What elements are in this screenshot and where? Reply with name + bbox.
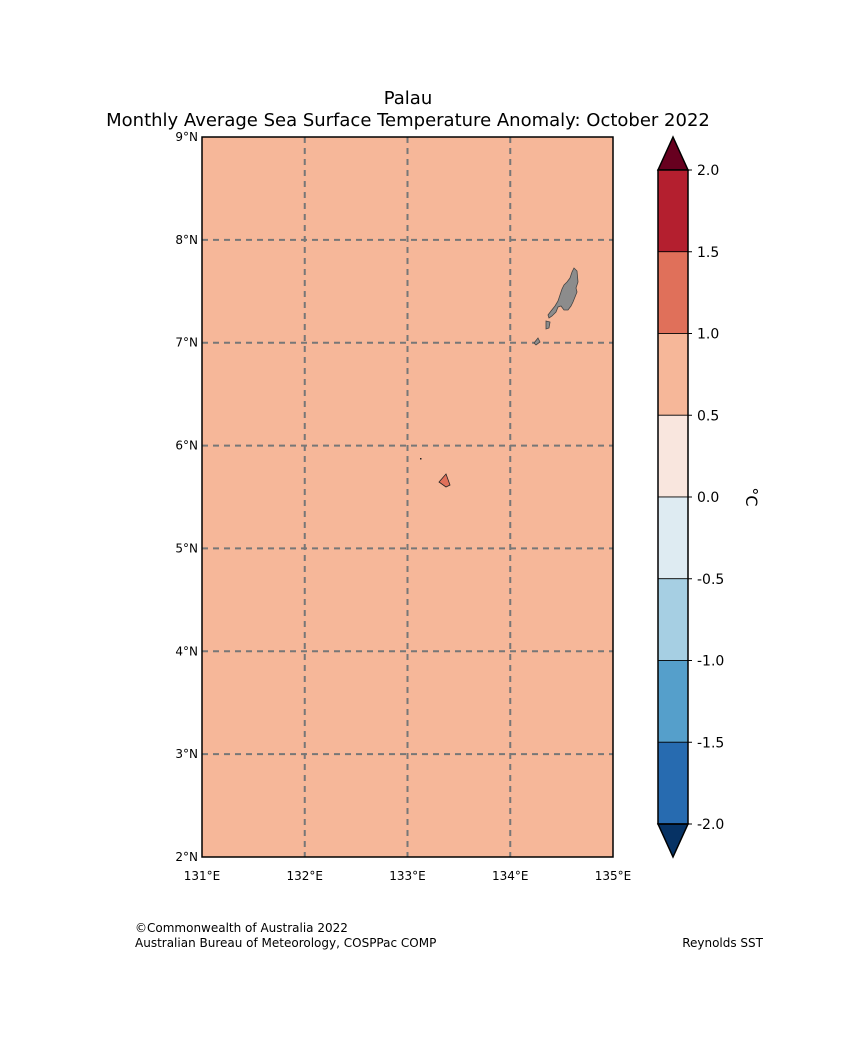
- colorbar-tick-label: 1.0: [697, 327, 719, 343]
- colorbar-bin: [657, 578, 689, 661]
- longitude-tick-label: 133°E: [389, 869, 426, 883]
- colorbar-under-extension: [656, 823, 690, 859]
- colorbar-bin: [657, 251, 689, 334]
- longitude-tick-labels: 131°E 132°E 133°E 134°E 135°E: [184, 869, 632, 883]
- longitude-tick-label: 134°E: [492, 869, 529, 883]
- colorbar-bin: [657, 660, 689, 743]
- palau-rock-islands-land: [545, 320, 551, 330]
- colorbar-tick-label: 1.5: [697, 245, 719, 261]
- colorbar-over-extension: [656, 135, 690, 171]
- southwest-islands-anomaly-patch: [438, 473, 451, 488]
- longitude-tick-label: 131°E: [184, 869, 221, 883]
- latitude-tick-labels: 2°N 3°N 4°N 5°N 6°N 7°N 8°N 9°N: [175, 130, 198, 864]
- colorbar-bin: [657, 741, 689, 825]
- colorbar: 2.0 1.5 1.0 0.5 0.0 -0.5 -1.0 -1.5 -2.0: [656, 135, 724, 859]
- colorbar-tick-label: -0.5: [697, 572, 724, 588]
- longitude-tick-label: 135°E: [595, 869, 632, 883]
- colorbar-bin: [657, 414, 689, 498]
- latitude-tick-label: 7°N: [175, 336, 198, 350]
- colorbar-bin: [657, 169, 689, 253]
- latitude-tick-label: 6°N: [175, 439, 198, 453]
- latitude-tick-label: 9°N: [175, 130, 198, 144]
- map-title-description: Monthly Average Sea Surface Temperature …: [106, 110, 710, 131]
- latitude-tick-label: 8°N: [175, 233, 198, 247]
- latitude-tick-label: 3°N: [175, 747, 198, 761]
- map-gridlines: [202, 137, 613, 857]
- colorbar-tick-label: 0.5: [697, 408, 719, 424]
- map-title-region: Palau: [383, 88, 433, 109]
- palau-main-islands-land: [547, 267, 579, 319]
- colorbar-tick-label: 0.0: [697, 490, 719, 506]
- copyright-credit: ©Commonwealth of Australia 2022: [135, 921, 348, 935]
- colorbar-unit-label: °C: [742, 487, 761, 506]
- data-source-label: Reynolds SST: [682, 936, 763, 950]
- colorbar-tick-label: -1.0: [697, 654, 724, 670]
- colorbar-bin: [657, 496, 689, 580]
- peleliu-angaur-island-land: [533, 337, 541, 346]
- map-panel: 2°N 3°N 4°N 5°N 6°N 7°N 8°N 9°N 131°E 132°E 133°E…: [175, 130, 631, 883]
- colorbar-tick-label: 2.0: [697, 163, 719, 179]
- latitude-tick-label: 4°N: [175, 644, 198, 658]
- small-islet-marker: [420, 458, 422, 460]
- ocean-anomaly-field: [202, 137, 613, 857]
- colorbar-tick-label: -1.5: [697, 735, 724, 751]
- map-frame: [201, 136, 614, 858]
- latitude-tick-label: 2°N: [175, 850, 198, 864]
- latitude-tick-label: 5°N: [175, 541, 198, 555]
- colorbar-tick-label: -2.0: [697, 817, 724, 833]
- longitude-tick-label: 132°E: [287, 869, 324, 883]
- colorbar-bin: [657, 333, 689, 416]
- agency-credit: Australian Bureau of Meteorology, COSPPa…: [135, 936, 437, 950]
